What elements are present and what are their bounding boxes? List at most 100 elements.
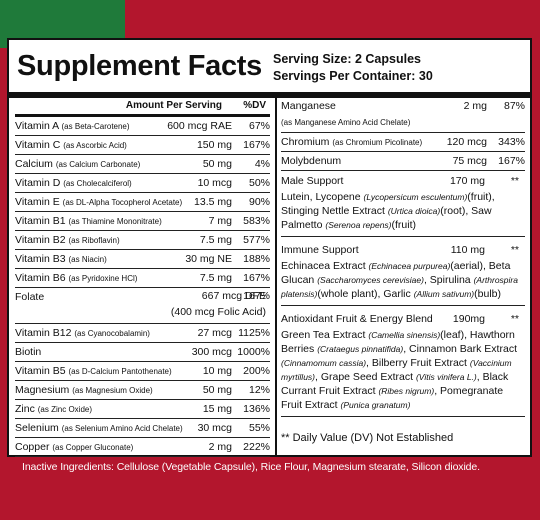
nutrient-source: (as Cyanocobalamin): [74, 329, 150, 338]
footnote: ** Daily Value (DV) Not Established: [281, 432, 454, 444]
nutrient-source: (as Thiamine Mononitrate): [68, 217, 162, 226]
nutrient-source: (as Niacin): [68, 255, 107, 264]
nutrient-name: Vitamin B3: [15, 253, 66, 265]
nutrient-dv: 1000%: [237, 346, 270, 358]
nutrient-name: Vitamin C: [15, 139, 61, 151]
nutrient-amount: 13.5 mg: [194, 196, 232, 208]
nutrient-dv: 343%: [498, 136, 525, 148]
nutrient-amount: 27 mcg: [197, 327, 232, 339]
nutrient-row: Vitamin B3 (as Niacin) 30 mg NE 188%: [15, 250, 270, 269]
nutrient-name: Folate: [15, 291, 45, 303]
botanical-name: (Saccharomyces cerevisiae): [317, 275, 424, 285]
nutrient-source: (as Riboflavin): [68, 236, 120, 245]
nutrient-dv: 167%: [243, 139, 270, 151]
ingredient-text: (root), Saw Palmetto: [281, 205, 492, 231]
nutrient-dv: 583%: [243, 215, 270, 227]
nutrient-row: Molybdenum 75 mcg 167%: [281, 152, 525, 171]
nutrient-name: Biotin: [15, 346, 42, 358]
nutrient-amount: 50 mg: [202, 384, 232, 396]
nutrient-row: Biotin 300 mcg 1000%: [15, 343, 270, 362]
nutrient-source: (as Cholecalciferol): [63, 179, 132, 188]
nutrient-dv: 188%: [243, 253, 270, 265]
blend-amount: 190mg: [452, 313, 485, 325]
servings-per-container: Servings Per Container: 30: [273, 69, 433, 83]
nutrient-row: Vitamin B6 (as Pyridoxine HCl) 7.5 mg 167%: [15, 269, 270, 288]
nutrient-source: (as Zinc Oxide): [37, 405, 92, 414]
nutrient-source: (as Beta-Carotene): [61, 122, 130, 131]
blend: Immune Support 110 mg ** Echinacea Extract …: [281, 237, 525, 306]
nutrient-name: Vitamin E: [15, 196, 60, 208]
right-column: Manganese (as Manganese Amino Acid Chelat…: [281, 98, 525, 417]
nutrient-row: Vitamin A (as Beta-Carotene) 600 mcg RAE 6…: [15, 117, 270, 136]
nutrient-amount: 75 mcg: [452, 155, 487, 167]
blend-name: Immune Support: [281, 244, 359, 256]
nutrient-dv: 67%: [248, 120, 270, 132]
nutrient-dv: 167%: [243, 272, 270, 284]
botanical-name: (Ribes nigrum): [378, 386, 435, 396]
nutrient-source: (as Selenium Amino Acid Chelate): [61, 424, 183, 433]
nutrient-dv: 90%: [248, 196, 270, 208]
nutrient-dv: 12%: [248, 384, 270, 396]
nutrient-amount: 7 mg: [208, 215, 232, 227]
blend-description: Echinacea Extract (Echinacea purpurea)(a…: [281, 259, 525, 301]
botanical-name: (Vaccinium myrtillus): [281, 358, 512, 382]
nutrient-name: Vitamin B1: [15, 215, 66, 227]
ingredient-text: Lutein, Lycopene: [281, 191, 364, 203]
blend-amount: 170 mg: [449, 175, 485, 187]
nutrient-dv: 136%: [243, 403, 270, 415]
nutrient-name: Calcium: [15, 158, 53, 170]
nutrient-amount: 300 mcg: [191, 346, 232, 358]
nutrient-name: Vitamin B12: [15, 327, 72, 339]
nutrient-dv: 87%: [503, 100, 525, 112]
nutrient-amount: 2 mg: [208, 441, 232, 453]
nutrient-source: (as D-Calcium Pantothenate): [68, 367, 172, 376]
nutrient-row: Vitamin B5 (as D-Calcium Pantothenate) 10…: [15, 362, 270, 381]
botanical-name: (Camellia sinensis): [368, 330, 441, 340]
nutrient-dv: 50%: [248, 177, 270, 189]
nutrient-name: Chromium: [281, 136, 330, 148]
nutrient-amount: 7.5 mg: [199, 272, 232, 284]
nutrient-amount: 667 mcg DFE (400 mcg Folic Acid): [170, 290, 266, 318]
botanical-name: (Urtica dioica): [387, 206, 441, 216]
nutrient-name: Zinc: [15, 403, 35, 415]
botanical-name: (Allium sativum): [413, 289, 475, 299]
nutrient-dv: 1125%: [238, 327, 270, 339]
nutrient-source: (as Ascorbic Acid): [63, 141, 127, 150]
blend-name: Male Support: [281, 175, 344, 187]
nutrient-dv: 200%: [243, 365, 270, 377]
blend: Antioxidant Fruit & Energy Blend 190mg ** G…: [281, 306, 525, 417]
botanical-name: (Echinacea purpurea): [368, 261, 451, 271]
nutrient-row: Selenium (as Selenium Amino Acid Chelate…: [15, 419, 270, 438]
blend-amount: 110 mg: [450, 244, 485, 256]
nutrient-dv: 222%: [243, 441, 270, 453]
nutrient-amount: 30 mg NE: [185, 253, 232, 265]
title: Supplement Facts: [17, 50, 262, 82]
nutrient-amount: 2 mg: [463, 100, 487, 112]
nutrient-name: Vitamin B5: [15, 365, 66, 377]
nutrient-name: Magnesium: [15, 384, 70, 396]
ingredient-text: (fruit), Stinging Nettle Extract: [281, 191, 495, 217]
blend-dv: **: [510, 175, 519, 187]
nutrient-row: Folate 667 mcg DFE (400 mcg Folic Acid) 167…: [15, 288, 270, 324]
nutrient-row: Magnesium (as Magnesium Oxide) 50 mg 12%: [15, 381, 270, 400]
inactive-ingredients: Inactive Ingredients: Cellulose (Vegetab…: [22, 461, 480, 473]
nutrient-row: Zinc (as Zinc Oxide) 15 mg 136%: [15, 400, 270, 419]
blend-head: Immune Support 110 mg **: [281, 243, 525, 259]
botanical-name: (Arthrospira platensis): [281, 275, 518, 299]
nutrient-amount: 50 mg: [202, 158, 232, 170]
nutrient-amount: 30 mcg: [197, 422, 232, 434]
nutrient-name: Manganese: [281, 100, 336, 112]
nutrient-amount: 600 mcg RAE: [167, 120, 232, 132]
nutrient-name: Selenium: [15, 422, 59, 434]
nutrient-row: Vitamin B2 (as Riboflavin) 7.5 mg 577%: [15, 231, 270, 250]
blend-description: Lutein, Lycopene (Lycopersicum esculentu…: [281, 190, 525, 232]
botanical-name: (Cinnamomum cassia): [281, 358, 367, 368]
nutrient-amount: 10 mcg: [197, 177, 232, 189]
nutrient-amount: 10 mg: [202, 365, 232, 377]
nutrient-source: (as Copper Gluconate): [52, 443, 134, 452]
nutrient-name: Vitamin B6: [15, 272, 66, 284]
amount-note: (400 mcg Folic Acid): [170, 306, 266, 318]
ingredient-text: , Spirulina: [423, 274, 474, 286]
facts-panel: Supplement Facts Serving Size: 2 Capsule…: [7, 38, 532, 457]
